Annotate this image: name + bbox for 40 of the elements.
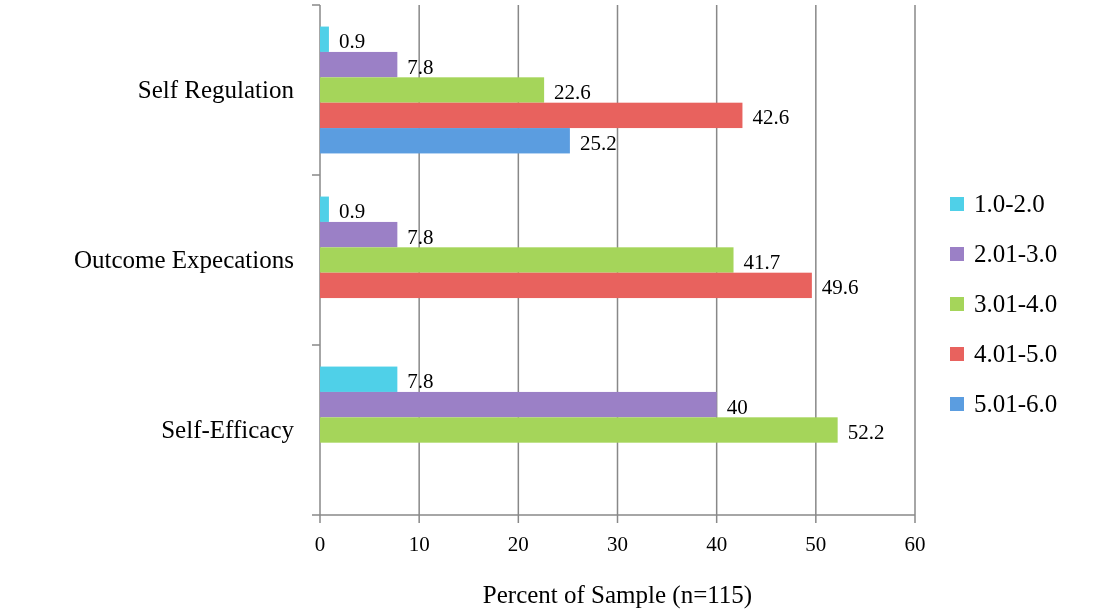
data-label: 7.8 (407, 369, 434, 394)
x-tick-label: 50 (805, 532, 827, 556)
legend-label: 5.01-6.0 (974, 390, 1058, 417)
data-label: 40 (726, 394, 748, 419)
data-label: 7.8 (407, 224, 434, 249)
data-label: 52.2 (847, 420, 885, 444)
bar (320, 128, 570, 154)
x-tick-label: 10 (408, 532, 430, 556)
x-axis-title: Percent of Sample (n=115) (482, 581, 753, 609)
data-label: 22.6 (554, 80, 591, 104)
legend-label: 2.01-3.0 (974, 240, 1058, 267)
data-label: 41.7 (743, 250, 781, 274)
legend-label: 3.01-4.0 (974, 290, 1058, 317)
bar (320, 417, 838, 443)
data-label: 7.8 (407, 54, 434, 79)
bar (320, 272, 812, 299)
x-tick-label: 30 (607, 532, 628, 556)
bar (320, 391, 717, 418)
bar (320, 247, 734, 273)
bar (320, 77, 545, 103)
y-tick-label: Self-Efficacy (161, 416, 295, 443)
bar (320, 366, 398, 392)
data-label: 0.9 (338, 29, 366, 54)
x-tick-label: 40 (706, 532, 728, 556)
y-tick-label: Outcome Expecations (73, 246, 294, 273)
bar (320, 196, 329, 222)
y-tick-label: Self Regulation (137, 76, 295, 103)
data-label: 49.6 (821, 275, 859, 300)
x-tick-label: 0 (314, 532, 326, 556)
legend-label: 1.0-2.0 (974, 190, 1045, 217)
bar (320, 51, 398, 78)
bar (320, 26, 329, 52)
legend-label: 4.01-5.0 (974, 340, 1058, 367)
data-label: 25.2 (579, 130, 617, 155)
x-tick-label: 60 (904, 532, 926, 556)
bar (320, 221, 398, 248)
bar (320, 102, 743, 129)
data-label: 42.6 (752, 105, 790, 130)
data-label: 0.9 (338, 199, 366, 224)
x-tick-label: 20 (507, 532, 529, 556)
